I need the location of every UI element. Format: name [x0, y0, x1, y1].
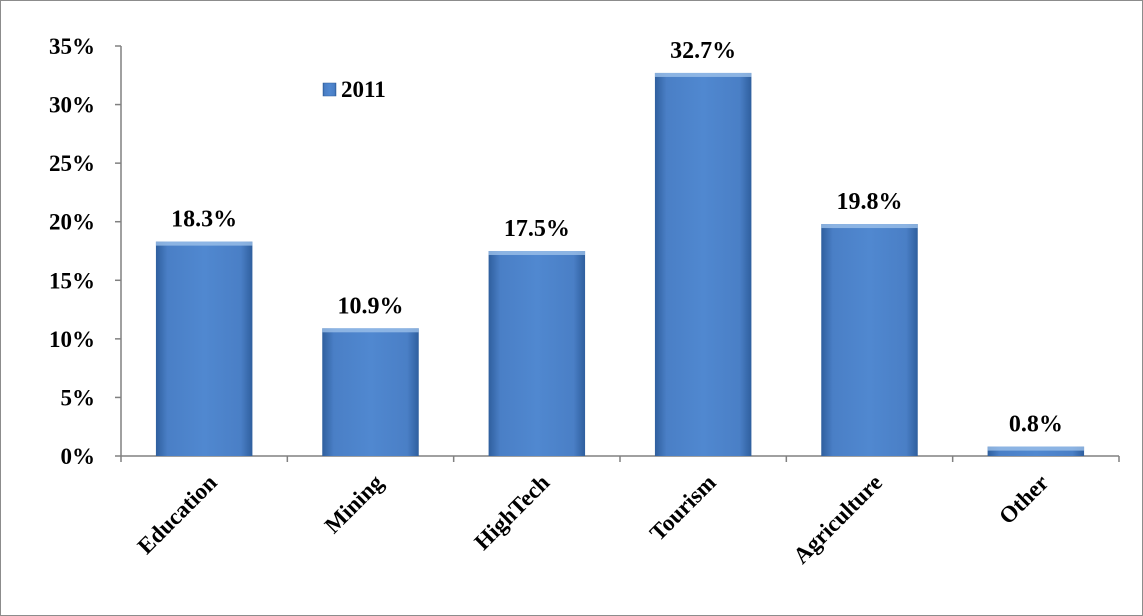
bar-tourism	[654, 72, 752, 456]
data-labels: 18.3% 10.9% 17.5% 32.7% 19.8% 0.8%	[171, 38, 1063, 438]
legend: 2011	[322, 77, 386, 102]
x-tick-label: HighTech	[470, 470, 555, 555]
data-label: 18.3%	[171, 207, 237, 233]
y-tick-label: 5%	[61, 385, 96, 410]
x-tick-label: Education	[133, 470, 222, 559]
y-tick-label: 25%	[49, 151, 95, 176]
bar-hightech	[488, 251, 586, 456]
bar-other	[987, 446, 1085, 456]
bar-top-bevel	[654, 72, 752, 77]
bar-agriculture	[821, 224, 918, 456]
data-label: 19.8%	[837, 189, 903, 215]
bar-top-bevel	[155, 241, 253, 246]
y-tick-label: 0%	[61, 444, 96, 469]
bar-mining	[322, 328, 419, 456]
bars	[155, 72, 1085, 456]
bar-top-bevel	[821, 224, 918, 229]
y-tick-label: 10%	[49, 327, 95, 352]
bar-education	[155, 241, 253, 456]
y-tick-label: 35%	[49, 34, 95, 59]
bar-top-bevel	[987, 446, 1085, 451]
y-tick-label: 15%	[49, 268, 95, 293]
x-tick-label: Agriculture	[788, 470, 887, 569]
x-tick-label: Mining	[320, 470, 389, 539]
legend-swatch	[322, 82, 337, 97]
data-label: 0.8%	[1009, 412, 1063, 438]
legend-label: 2011	[341, 77, 386, 102]
data-label: 17.5%	[504, 216, 570, 242]
bar-top-bevel	[322, 328, 419, 333]
x-tick-label: Other	[994, 470, 1053, 529]
y-tick-label: 30%	[49, 93, 95, 118]
y-tick-label: 20%	[49, 210, 95, 235]
data-label: 32.7%	[670, 38, 736, 64]
x-tick-label: Tourism	[645, 470, 721, 546]
data-label: 10.9%	[338, 293, 404, 319]
bar-top-bevel	[488, 251, 586, 255]
